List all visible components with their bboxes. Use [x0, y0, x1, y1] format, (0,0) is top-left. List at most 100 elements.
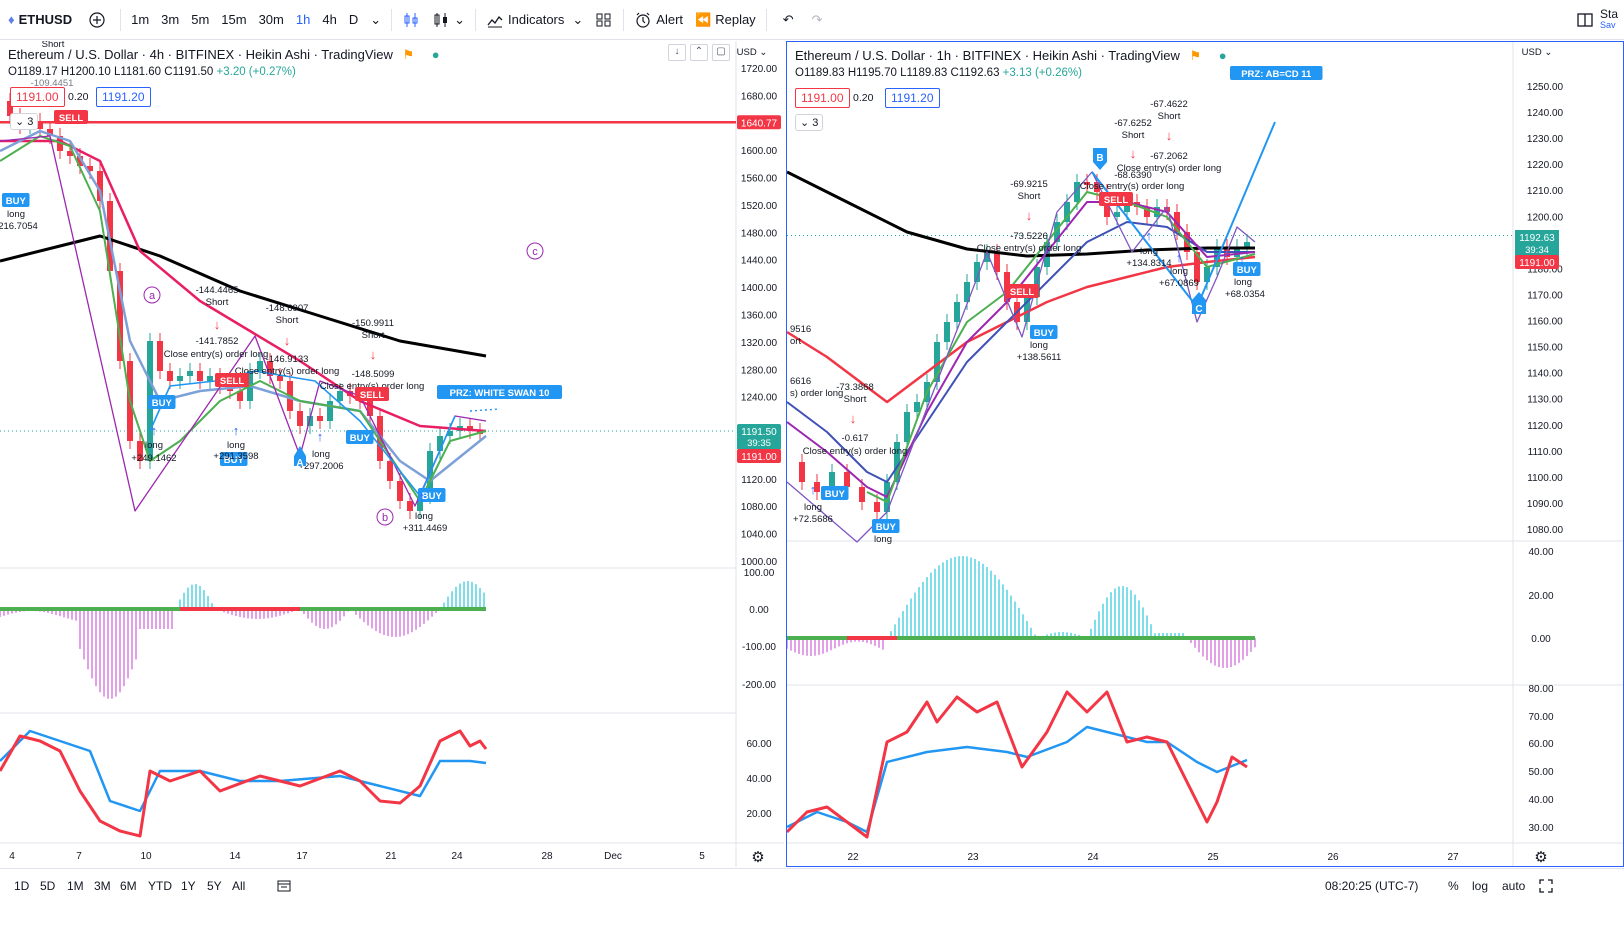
long-value: +72.5686 — [793, 514, 833, 525]
long-label: long — [1030, 340, 1048, 351]
candle-body — [367, 401, 373, 416]
symbol-search[interactable]: ♦ ETHUSD — [0, 6, 78, 34]
save-area[interactable]: Sta Sav — [1600, 9, 1624, 31]
short-value: -144.4465 — [196, 285, 239, 296]
candle-body — [914, 402, 920, 412]
percent-toggle[interactable]: % — [1448, 879, 1459, 893]
buy-signal: BUY — [1034, 328, 1055, 339]
interval-dropdown[interactable]: ⌄ — [364, 6, 387, 34]
divider — [765, 8, 767, 31]
long-label: long — [874, 534, 892, 545]
clock-display[interactable]: 08:20:25 (UTC-7) — [1325, 879, 1419, 893]
save-sublabel: Sav — [1600, 19, 1616, 30]
move-down-button[interactable]: ↓ — [668, 44, 686, 61]
candle-body — [447, 431, 453, 436]
candle-body — [407, 501, 413, 511]
range-all[interactable]: All — [232, 879, 246, 893]
price-tick-label: 1040.00 — [741, 530, 778, 541]
candle-body — [87, 166, 93, 171]
candle-body — [944, 322, 950, 342]
buy-price-button[interactable]: 1191.20 — [885, 88, 940, 108]
sell-price-button[interactable]: 1191.00 — [10, 87, 65, 107]
candle-body — [814, 482, 820, 492]
alert-button[interactable]: Alert — [628, 6, 689, 34]
sell-price-button[interactable]: 1191.00 — [795, 88, 850, 108]
layout-button[interactable] — [1570, 6, 1600, 34]
replay-button[interactable]: ⏪ Replay — [689, 6, 762, 34]
wave-label-a: a — [149, 290, 156, 302]
interval-15m[interactable]: 15m — [221, 12, 247, 27]
price-tag-last: 1192.63 — [1519, 233, 1555, 244]
chart-type-button[interactable]: ⌄ — [426, 6, 471, 34]
long-arrow: ↑ — [810, 482, 817, 497]
spread-value: 0.20 — [68, 91, 89, 103]
collapse-pane-button[interactable]: ⌃ — [690, 44, 708, 61]
candle-body — [257, 361, 263, 371]
buy-price-button[interactable]: 1191.20 — [96, 87, 151, 107]
collapse-indicators-button[interactable]: ⌄ 3 — [10, 113, 39, 130]
templates-button[interactable] — [589, 6, 619, 34]
long-label: long — [1140, 246, 1158, 257]
price-tick-label: 1240.00 — [1527, 108, 1564, 119]
chevron-down-icon: ⌄ — [800, 117, 810, 129]
interval-1m[interactable]: 1m — [131, 12, 150, 27]
interval-5m[interactable]: 5m — [191, 12, 210, 27]
flag-icon[interactable]: ⚑ — [402, 47, 415, 62]
long-value: +134.8314 — [1126, 258, 1171, 269]
price-tick-label: 1080.00 — [1527, 525, 1564, 536]
range-1y[interactable]: 1Y — [181, 879, 196, 893]
sell-signal-bg — [355, 387, 389, 401]
auto-toggle[interactable]: auto — [1502, 879, 1526, 893]
candle-body — [799, 462, 805, 482]
range-1m[interactable]: 1M — [67, 879, 84, 893]
short-label: Short — [206, 297, 229, 308]
short-arrow: ↓ — [1026, 208, 1033, 223]
candle-body — [984, 252, 990, 262]
interval-3m[interactable]: 3m — [161, 12, 180, 27]
compare-button[interactable] — [78, 6, 116, 34]
ohlc-values: O1189.83 H1195.70 L1189.83 C1192.63 +3.1… — [795, 67, 1082, 79]
save-label: Sta — [1600, 8, 1619, 21]
undo-button[interactable]: ↶ — [771, 6, 806, 34]
range-3m[interactable]: 3M — [94, 879, 111, 893]
rsi-tick-label: 60.00 — [1528, 739, 1553, 750]
range-5y[interactable]: 5Y — [207, 879, 222, 893]
bar-style-button[interactable] — [396, 6, 426, 34]
chart-canvas-4h[interactable]: USD ⌄1720.001680.001600.001560.001520.00… — [0, 41, 784, 867]
date-range-button[interactable] — [276, 878, 292, 897]
flag-icon[interactable]: ⚑ — [1189, 48, 1202, 63]
candle-body — [387, 461, 393, 481]
buy-signal-left: BUY — [6, 196, 27, 207]
close-value: -148.5099 — [352, 369, 395, 380]
short-value: -67.4622 — [1150, 99, 1188, 110]
buy-signal-bg — [1233, 262, 1261, 276]
fullscreen-button[interactable] — [1538, 878, 1554, 897]
log-toggle[interactable]: log — [1472, 879, 1489, 893]
divider — [623, 8, 625, 31]
interval-4h[interactable]: 4h — [322, 12, 337, 27]
candle-body — [37, 121, 43, 129]
sell-signal: SELL — [1104, 195, 1128, 206]
interval-D[interactable]: D — [348, 12, 359, 27]
candle-body — [844, 472, 850, 487]
chart-pane-4h[interactable]: USD ⌄ 1720.00 1680.00 1600.00 1560.00 1520.00… — [0, 41, 784, 867]
candle-body — [327, 401, 333, 421]
maximize-pane-button[interactable]: ▢ — [712, 44, 730, 61]
buy-signal-bg — [872, 519, 900, 533]
collapse-indicators-button[interactable]: ⌄ 3 — [795, 114, 824, 131]
range-ytd[interactable]: YTD — [148, 879, 172, 893]
chart-canvas-1h[interactable]: USD ⌄ 1250.00 1240.00 1230.00 1220.00 1210.00… — [787, 42, 1623, 866]
candle-body — [829, 472, 835, 492]
indicators-button[interactable]: Indicators ⌄ — [480, 6, 589, 34]
interval-1h[interactable]: 1h — [295, 12, 311, 27]
range-5d[interactable]: 5D — [40, 879, 56, 893]
candle-body — [157, 341, 163, 371]
macd-tick-label: 40.00 — [1528, 547, 1553, 558]
redo-button[interactable]: ↷ — [806, 6, 829, 34]
interval-30m[interactable]: 30m — [258, 12, 284, 27]
candle-body — [277, 376, 283, 381]
range-1d[interactable]: 1D — [14, 879, 30, 893]
price-tick-label: 1120.00 — [741, 475, 777, 486]
range-6m[interactable]: 6M — [120, 879, 137, 893]
chart-pane-1h[interactable]: USD ⌄ 1250.00 1240.00 1230.00 1220.00 1210.00… — [786, 41, 1624, 867]
